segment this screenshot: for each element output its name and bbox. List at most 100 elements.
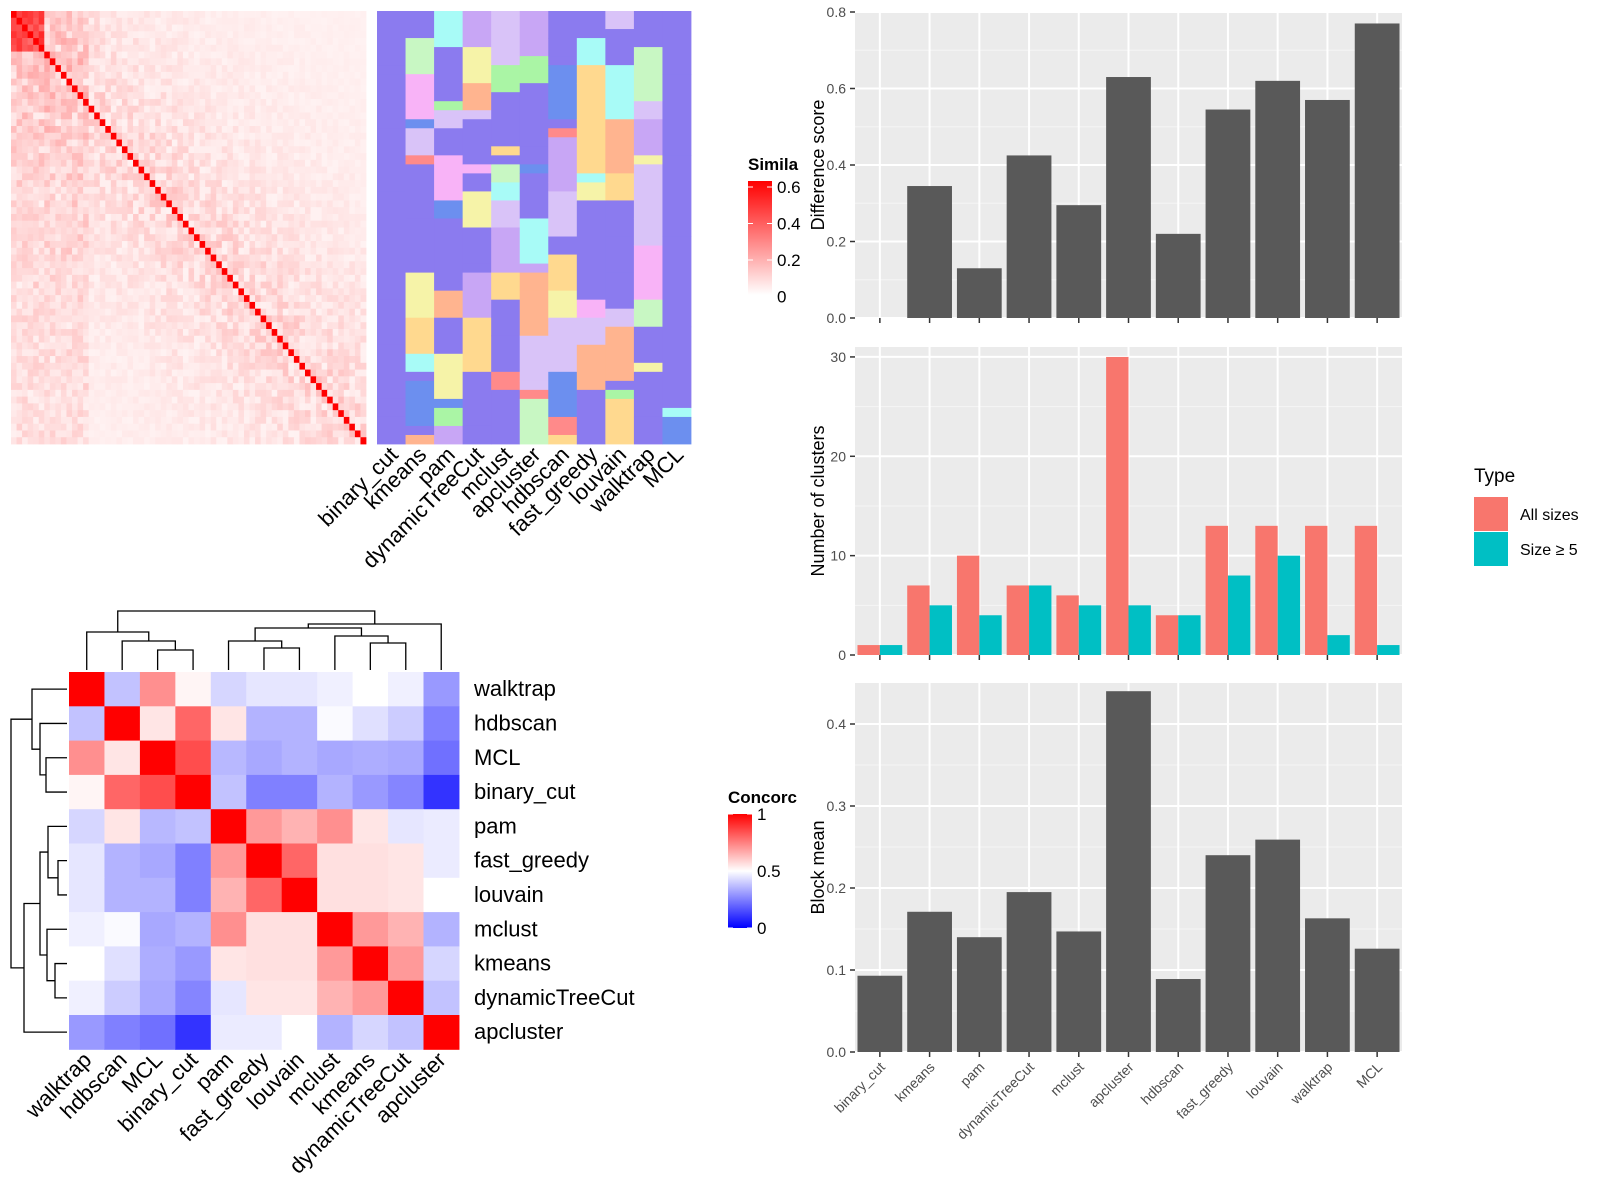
similarity-cell [160, 342, 167, 350]
similarity-cell [16, 85, 23, 93]
similarity-cell [349, 403, 356, 411]
similarity-cell [293, 126, 300, 134]
similarity-cell [232, 153, 239, 161]
similarity-cell [155, 295, 162, 303]
similarity-cell [138, 65, 145, 73]
similarity-cell [60, 85, 67, 93]
similarity-cell [266, 119, 273, 127]
similarity-cell [116, 153, 123, 161]
similarity-cell [83, 119, 90, 127]
similarity-cell [232, 335, 239, 343]
similarity-cell [77, 44, 84, 52]
concordance-cell [388, 809, 424, 844]
similarity-cell [138, 166, 145, 174]
similarity-cell [332, 213, 339, 222]
similarity-cell [299, 369, 306, 377]
similarity-cell [105, 423, 112, 431]
similarity-cell [310, 389, 317, 398]
concordance-cell [281, 980, 318, 1016]
similarity-cell [22, 288, 29, 296]
similarity-cell [182, 58, 189, 66]
similarity-cell [138, 92, 145, 100]
similarity-cell [338, 254, 345, 262]
similarity-cell [144, 180, 151, 188]
similarity-cell [271, 247, 278, 255]
similarity-cell [271, 234, 278, 242]
similarity-cell [221, 349, 228, 357]
similarity-cell [171, 288, 178, 296]
similarity-cell [188, 126, 195, 134]
similarity-cell [144, 112, 151, 120]
similarity-cell [160, 362, 167, 370]
similarity-cell [44, 362, 51, 370]
similarity-cell [88, 98, 95, 107]
cluster-band [576, 65, 606, 84]
similarity-cell [60, 315, 67, 323]
similarity-cell [33, 383, 40, 391]
similarity-cell [55, 173, 62, 181]
similarity-cell [249, 193, 256, 201]
similarity-cell [110, 410, 117, 418]
similarity-cell [144, 51, 151, 59]
similarity-cell [343, 38, 350, 46]
similarity-cell [243, 268, 250, 276]
similarity-cell [166, 356, 173, 364]
similarity-cell [88, 132, 95, 140]
similarity-cell [94, 369, 101, 377]
concordance-cell [352, 912, 389, 947]
similarity-cell [177, 98, 184, 107]
similarity-cell [133, 193, 139, 201]
similarity-cell [177, 78, 184, 86]
similarity-cell [277, 410, 284, 418]
similarity-cell [310, 71, 317, 80]
similarity-cell [160, 180, 167, 188]
similarity-cell [316, 58, 323, 66]
similarity-cell [27, 295, 34, 303]
similarity-cell [227, 71, 234, 80]
similarity-cell [149, 51, 156, 59]
similarity-cell [327, 315, 334, 323]
concordance-cell [388, 740, 424, 776]
similarity-cell [133, 322, 139, 330]
similarity-cell [121, 328, 128, 337]
similarity-cell [327, 254, 334, 262]
similarity-cell [293, 200, 300, 208]
similarity-cell [72, 234, 78, 242]
bar-fast_greedy [1205, 109, 1251, 318]
cluster-band [462, 272, 492, 319]
similarity-cell [216, 180, 223, 188]
similarity-cell [238, 24, 245, 32]
similarity-cell [338, 119, 345, 127]
similarity-cell [116, 322, 123, 330]
similarity-cell [293, 241, 300, 249]
similarity-cell [188, 92, 195, 100]
similarity-cell [321, 51, 328, 59]
similarity-cell [304, 200, 311, 208]
similarity-cell [277, 173, 284, 181]
similarity-cell [327, 105, 334, 113]
similarity-cell [27, 44, 34, 52]
similarity-cell [116, 220, 123, 228]
similarity-cell [138, 301, 145, 310]
similarity-cell [232, 51, 239, 59]
similarity-cell [116, 65, 123, 73]
similarity-cell [160, 322, 167, 330]
similarity-cell [266, 254, 273, 262]
similarity-cell [166, 186, 173, 195]
similarity-cell [77, 301, 84, 310]
similarity-cell [121, 268, 128, 276]
similarity-cell [310, 112, 317, 120]
similarity-cell [60, 139, 67, 147]
similarity-cell [144, 274, 151, 283]
similarity-cell [155, 261, 162, 269]
similarity-cell [177, 146, 184, 154]
similarity-cell [221, 11, 228, 19]
similarity-cell [360, 315, 367, 323]
similarity-cell [210, 383, 217, 391]
similarity-cell [310, 139, 317, 147]
similarity-cell [88, 17, 95, 25]
dendrogram-branch [45, 757, 67, 793]
similarity-cell [116, 383, 123, 391]
similarity-cell [77, 430, 84, 438]
similarity-cell [321, 328, 328, 337]
